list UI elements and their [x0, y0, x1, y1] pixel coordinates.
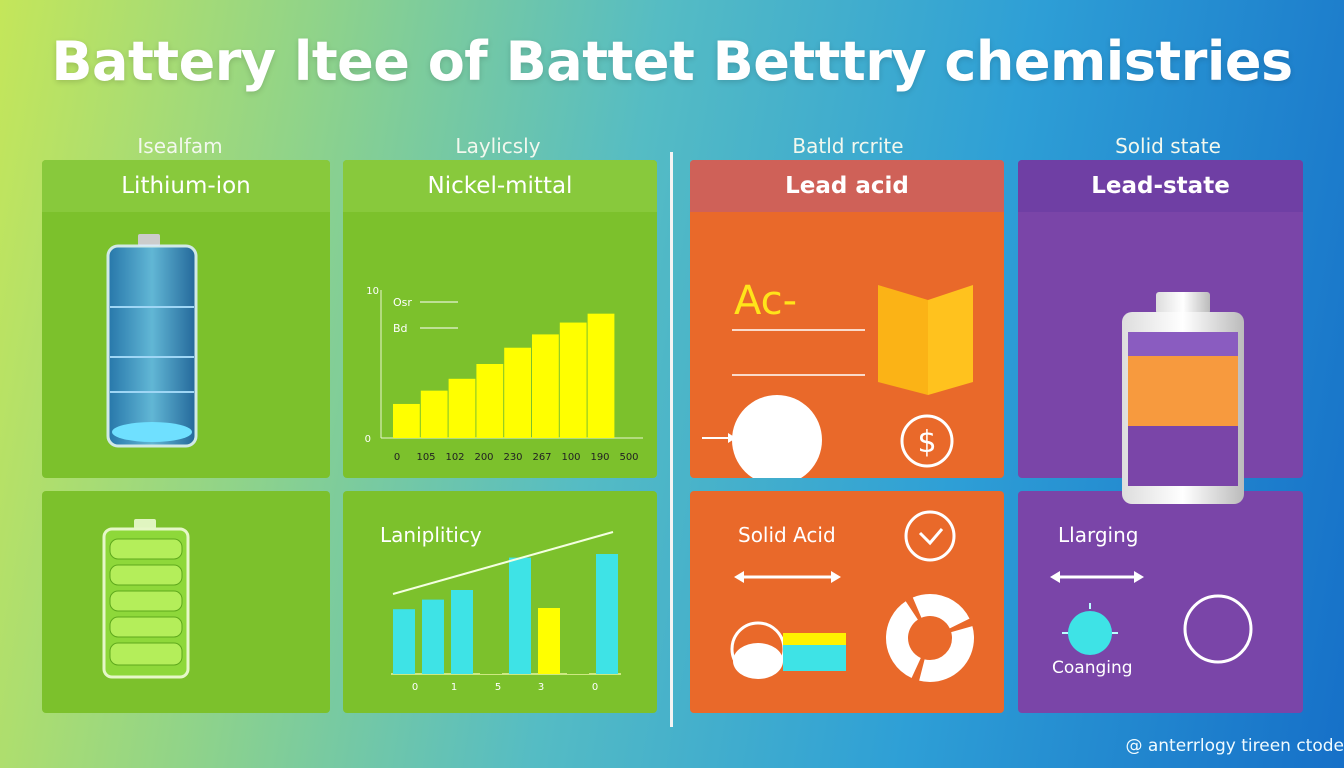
x-tick-label: 102 — [445, 452, 464, 463]
column-subtitle: Solid state — [1115, 134, 1221, 158]
dollar-icon: $ — [900, 414, 954, 468]
page-title: Battery ltee of Battet Betttry chemistri… — [51, 30, 1293, 93]
panel-solid-state-bottom: Llarging Coanging — [1018, 491, 1303, 713]
panel-title: Lead acid — [690, 160, 1004, 212]
solid-state-icons — [1050, 571, 1253, 664]
bar — [451, 590, 473, 674]
column-subtitle: Isealfam — [137, 134, 223, 158]
x-tick-label: 105 — [416, 452, 435, 463]
bar-chart: 0 1 5 3 0 — [391, 531, 621, 693]
lead-acid-icons: $ — [702, 285, 973, 478]
donut-icon — [886, 594, 974, 682]
battery-icon — [1122, 292, 1244, 504]
bar — [567, 586, 589, 674]
column-subtitle: Laylicsly — [455, 134, 541, 158]
legend-label: Bd — [393, 322, 408, 335]
circle-icon — [732, 395, 822, 478]
panel-title: Lithium-ion — [42, 160, 330, 212]
label: Coanging — [1052, 658, 1133, 678]
bar — [509, 557, 531, 674]
x-tick-label: 230 — [503, 452, 522, 463]
legend-label: Osr — [393, 296, 412, 309]
bar — [393, 403, 420, 438]
panel-title: Lead-state — [1018, 160, 1303, 212]
footer-credit: @ anterrlogy tireen ctode — [1125, 736, 1344, 756]
bar-chart: 0 10 Osr Bd 0 105 102 200 230 267 100 190 500 — [365, 286, 643, 463]
panel-lithium-ion-bottom — [42, 491, 330, 713]
bar — [532, 334, 559, 438]
bar — [422, 599, 444, 674]
bar — [393, 609, 415, 674]
battery-charged-icon — [102, 519, 190, 679]
label: Solid Acid — [738, 523, 836, 547]
sun-icon — [1062, 603, 1118, 655]
big-label: Ac- — [734, 278, 798, 324]
circle-icon — [1183, 594, 1253, 664]
x-tick-label: 5 — [495, 682, 501, 693]
x-tick-label: 190 — [590, 452, 609, 463]
x-tick-label: 100 — [561, 452, 580, 463]
x-tick-label: 200 — [474, 452, 493, 463]
x-tick-label: 0 — [412, 682, 418, 693]
battery-icon — [730, 621, 846, 679]
x-tick-label: 1 — [451, 682, 457, 693]
folder-icon — [878, 285, 973, 395]
bar — [538, 608, 560, 674]
y-tick-label: 0 — [365, 434, 371, 445]
y-tick-label: 10 — [366, 286, 379, 297]
panel-nickel-bottom: Lanipliticy 0 1 5 3 0 — [343, 491, 657, 713]
bar — [448, 378, 476, 438]
double-arrow-icon — [734, 571, 841, 583]
bar — [476, 364, 504, 438]
svg-text:$: $ — [917, 425, 936, 460]
x-tick-label: 0 — [394, 452, 400, 463]
divider — [670, 152, 673, 727]
bar — [504, 347, 531, 438]
panel-lead-acid-bottom: Solid Acid — [690, 491, 1004, 713]
bar — [596, 554, 618, 674]
x-tick-label: 500 — [619, 452, 638, 463]
label: Llarging — [1058, 523, 1139, 547]
bar — [480, 668, 502, 674]
bar — [587, 313, 615, 438]
panel-lead-acid: Lead acid Ac- $ — [690, 160, 1004, 478]
x-tick-label: 267 — [532, 452, 551, 463]
bar — [559, 322, 587, 438]
panel-lithium-ion: Lithium-ion — [42, 160, 330, 478]
column-subtitle: Batld rcrite — [792, 134, 904, 158]
x-tick-label: 0 — [592, 682, 598, 693]
chart-title: Lanipliticy — [380, 523, 482, 547]
panel-nickel-mittal: Nickel-mittal 0 10 Osr Bd 0 105 102 200 230 267 10… — [343, 160, 657, 478]
trend-line — [392, 531, 614, 595]
lead-acid-bottom-icons — [730, 510, 974, 682]
double-arrow-icon — [1050, 571, 1144, 583]
battery-icon — [106, 234, 198, 448]
clock-check-icon — [904, 510, 956, 562]
arrow-right-icon — [702, 433, 736, 443]
bar — [420, 390, 448, 438]
panel-title: Nickel-mittal — [343, 160, 657, 212]
x-tick-label: 3 — [538, 682, 544, 693]
